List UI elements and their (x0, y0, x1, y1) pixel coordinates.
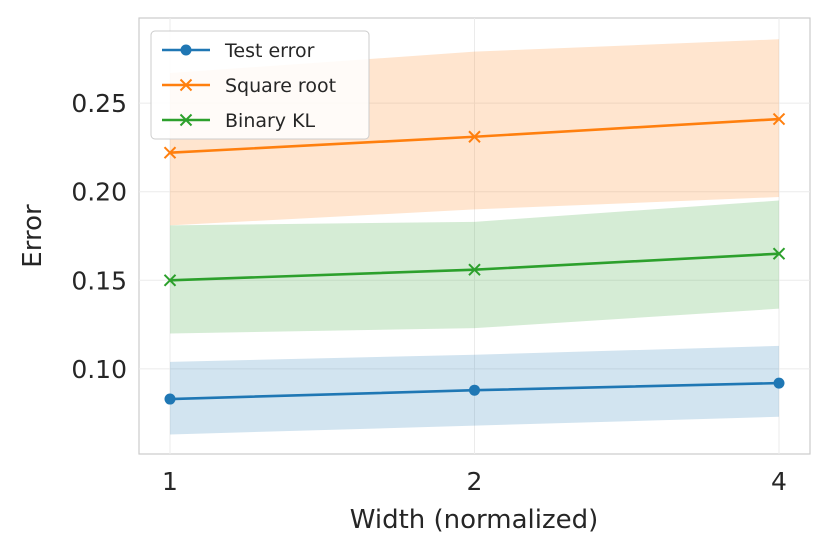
point-series-1-0 (163, 146, 177, 159)
point-series-2-0 (163, 274, 177, 287)
y-tick-label-0: 0.10 (71, 355, 127, 384)
y-tick-label-3: 0.25 (71, 89, 127, 118)
band-series-2 (170, 200, 779, 334)
legend-box (150, 30, 370, 140)
point-series-0-0 (164, 393, 176, 405)
legend-label-1: Square root (225, 75, 336, 97)
x-axis-label: Width (normalized) (350, 505, 599, 535)
y-axis-ticks: 0.10 0.15 0.20 0.25 (71, 89, 127, 384)
point-series-1-2 (772, 112, 786, 126)
point-series-2-1 (468, 263, 481, 276)
series-markers (163, 112, 786, 405)
legend-marker-2 (179, 113, 193, 127)
legend-marker-0 (180, 44, 192, 56)
x-tick-label-2: 4 (771, 467, 787, 496)
y-axis-label: Error (18, 204, 48, 268)
x-tick-label-0: 1 (162, 467, 178, 496)
point-series-2-2 (772, 247, 786, 260)
x-tick-label-1: 2 (467, 467, 483, 496)
x-axis-ticks: 1 2 4 (162, 467, 787, 496)
legend-label-0: Test error (224, 40, 315, 62)
y-tick-label-2: 0.20 (71, 178, 127, 207)
legend-marker-1 (179, 78, 193, 92)
legend: Test error Square root Binary KL (150, 30, 370, 140)
point-series-1-1 (468, 130, 481, 143)
y-tick-label-1: 0.15 (71, 266, 127, 295)
point-series-0-2 (773, 377, 785, 389)
point-series-0-1 (469, 384, 480, 396)
legend-label-2: Binary KL (225, 110, 316, 132)
